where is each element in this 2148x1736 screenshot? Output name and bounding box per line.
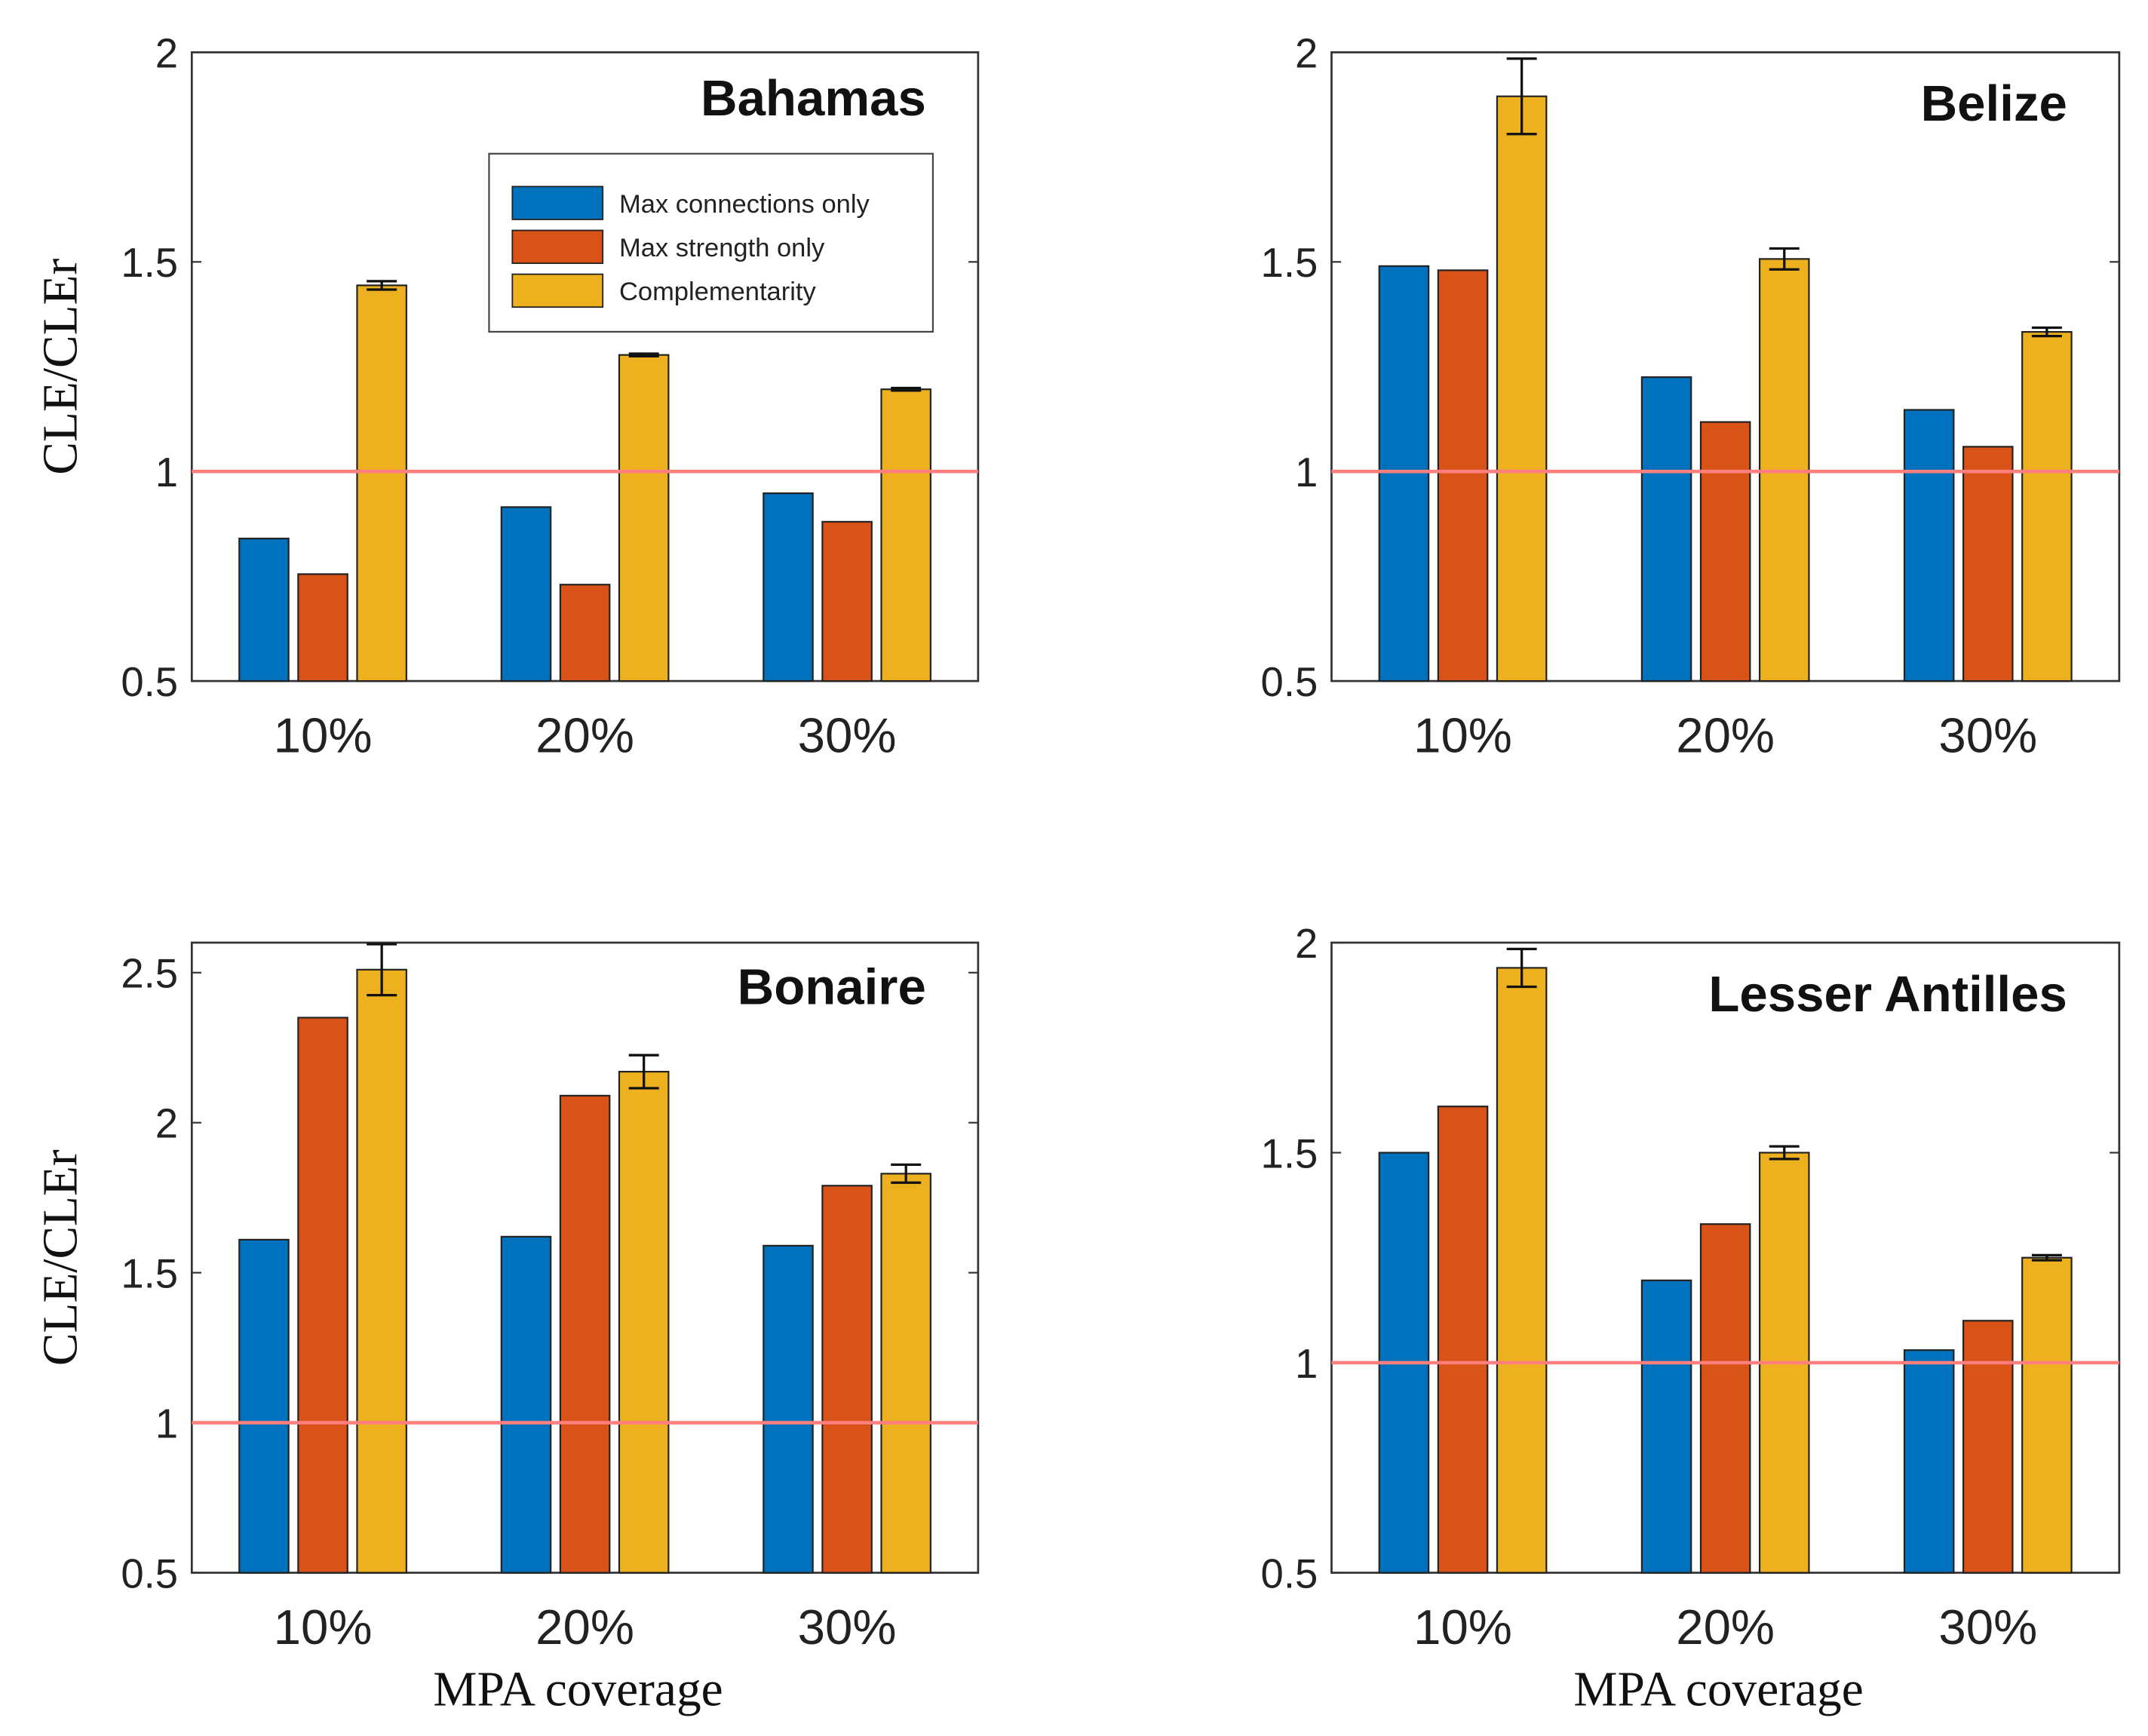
panel-bahamas: 0.5 1 1.5 2 10% 20% 30% Bahamas CLE/CLEr Max conn… xyxy=(34,30,980,763)
legend-swatch xyxy=(511,229,604,264)
x-tick-label: 30% xyxy=(1938,708,2037,763)
x-tick-label: 30% xyxy=(798,1600,897,1655)
y-tick-label: 1 xyxy=(155,449,178,495)
bar-max-strength-only xyxy=(1437,269,1489,682)
panel-belize: 0.5 1 1.5 2 10% 20% 30% Belize xyxy=(1261,30,2121,763)
y-tick-label: 1.5 xyxy=(1261,240,1318,286)
panel-title: Belize xyxy=(1921,75,2067,132)
bar-max-strength-only xyxy=(297,1017,348,1574)
y-tick-label: 1.5 xyxy=(121,1251,178,1297)
bar-max-strength-only xyxy=(1699,1223,1751,1574)
y-tick-label: 0.5 xyxy=(1261,1550,1318,1596)
x-tick-label: 10% xyxy=(1413,708,1512,763)
bar-complementarity xyxy=(618,1070,670,1574)
bar-max-strength-only xyxy=(1699,421,1751,682)
y-tick-label: 2.5 xyxy=(121,951,178,997)
y-tick-label: 0.5 xyxy=(121,659,178,705)
y-tick-label: 1.5 xyxy=(121,240,178,286)
bar-max-connections-only xyxy=(238,538,290,682)
bar-max-connections-only xyxy=(763,492,814,682)
legend-swatch xyxy=(511,186,604,220)
bar-max-strength-only xyxy=(1437,1106,1489,1574)
bar-complementarity xyxy=(880,388,931,682)
x-tick-label: 10% xyxy=(1413,1600,1512,1655)
x-axis-label: MPA coverage xyxy=(433,1663,723,1717)
bar-complementarity xyxy=(356,284,407,682)
x-tick-label: 20% xyxy=(535,708,634,763)
x-tick-label: 10% xyxy=(274,1600,373,1655)
bar-max-connections-only xyxy=(500,506,552,682)
x-tick-label: 20% xyxy=(1676,1600,1775,1655)
bar-max-strength-only xyxy=(821,1185,873,1574)
bar-max-connections-only xyxy=(238,1238,290,1574)
x-tick-label: 10% xyxy=(274,708,373,763)
bar-max-strength-only xyxy=(559,1094,611,1574)
y-tick-label: 1 xyxy=(155,1401,178,1447)
bar-complementarity xyxy=(880,1173,931,1574)
bar-complementarity xyxy=(1496,95,1548,682)
x-axis-label: MPA coverage xyxy=(1573,1663,1863,1717)
bar-complementarity xyxy=(356,968,407,1574)
y-tick-label: 2 xyxy=(1295,921,1318,967)
bar-max-strength-only xyxy=(1962,1320,2014,1574)
y-tick-label: 2 xyxy=(155,1101,178,1147)
bar-max-strength-only xyxy=(297,573,348,682)
bar-complementarity xyxy=(1496,967,1548,1574)
x-tick-label: 20% xyxy=(1676,708,1775,763)
y-tick-label: 2 xyxy=(155,30,178,76)
y-tick-label: 0.5 xyxy=(1261,659,1318,705)
panel-title: Lesser Antilles xyxy=(1708,966,2067,1023)
x-tick-label: 30% xyxy=(1938,1600,2037,1655)
bar-complementarity xyxy=(2021,331,2073,682)
bar-max-strength-only xyxy=(1962,446,2014,682)
bar-max-connections-only xyxy=(1903,1349,1955,1574)
legend-label: Complementarity xyxy=(619,278,817,306)
bar-max-strength-only xyxy=(559,584,611,682)
legend: Max connections only Max strength only Com… xyxy=(488,152,934,333)
bar-complementarity xyxy=(2021,1256,2073,1574)
panel-title: Bahamas xyxy=(701,70,926,127)
bar-max-connections-only xyxy=(1378,265,1430,682)
legend-label: Max connections only xyxy=(619,190,870,219)
y-tick-label: 1 xyxy=(1295,1341,1318,1387)
x-tick-label: 30% xyxy=(798,708,897,763)
y-tick-label: 2 xyxy=(1295,30,1318,76)
y-tick-label: 0.5 xyxy=(121,1550,178,1596)
legend-label: Max strength only xyxy=(619,234,825,262)
panel-title: Bonaire xyxy=(738,959,926,1016)
bar-max-strength-only xyxy=(821,520,873,682)
bar-max-connections-only xyxy=(500,1235,552,1574)
y-axis-label: CLE/CLEr xyxy=(34,259,88,475)
y-axis-label: CLE/CLEr xyxy=(34,1149,88,1366)
x-tick-label: 20% xyxy=(535,1600,634,1655)
bar-max-connections-only xyxy=(1903,409,1955,682)
bar-max-connections-only xyxy=(763,1244,814,1574)
panel-bonaire: 0.5 1 1.5 2 2.5 10% 20% 30% Bonaire CLE/CLEr MPA c… xyxy=(34,941,980,1717)
bar-max-connections-only xyxy=(1640,1279,1692,1574)
panel-lesser-antilles: 0.5 1 1.5 2 10% 20% 30% Lesser Antilles MPA cove… xyxy=(1261,921,2121,1717)
bar-max-connections-only xyxy=(1640,376,1692,682)
bar-complementarity xyxy=(618,354,670,682)
y-tick-label: 1 xyxy=(1295,449,1318,495)
legend-swatch xyxy=(511,273,604,308)
y-tick-label: 1.5 xyxy=(1261,1130,1318,1176)
